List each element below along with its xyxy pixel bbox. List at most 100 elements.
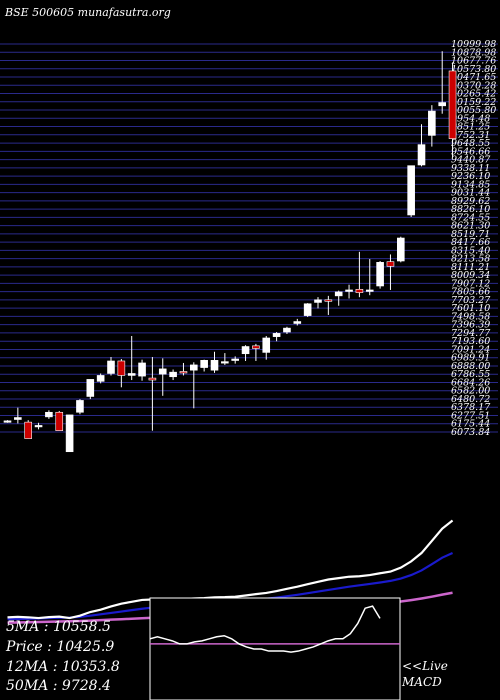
price-tick-label: 8826.10 [451, 204, 490, 215]
candle-up [272, 333, 281, 337]
legend-ma5: 5MA : 10558.5 [6, 619, 111, 635]
price-tick-label: 7601.10 [451, 303, 490, 314]
price-tick-label: 6073.84 [451, 427, 490, 438]
price-tick-label: 10573.80 [451, 64, 496, 75]
candle-up [127, 373, 136, 376]
candle-up [3, 420, 12, 423]
candle-up [200, 360, 208, 368]
candle-up [76, 400, 84, 413]
price-tick-label: 9338.11 [451, 163, 490, 174]
candle-up [45, 411, 53, 418]
candle-up [34, 425, 43, 428]
live-label: <<Live [402, 659, 448, 673]
candle-up [283, 327, 291, 333]
price-tick-label: 10999.98 [451, 39, 496, 50]
price-tick-label: 7703.27 [451, 295, 491, 306]
price-tick-label: 6582.00 [451, 386, 490, 397]
price-tick-label: 9546.66 [451, 146, 490, 157]
candle-up [407, 165, 415, 216]
macd-line [149, 605, 381, 653]
candle-up [210, 360, 219, 371]
price-tick-label: 6786.55 [451, 369, 490, 380]
price-tick-label: 6480.72 [451, 394, 490, 405]
candle-down [148, 377, 157, 381]
price-tick-label: 10471.65 [451, 72, 496, 83]
candle-up [86, 379, 95, 397]
price-tick-label: 6378.17 [451, 402, 491, 413]
price-tick-label: 8009.34 [451, 270, 490, 281]
price-tick-label: 9134.85 [451, 179, 490, 190]
watermark: BSE 500605 munafasutra.org [4, 6, 171, 19]
candle-up [14, 417, 22, 420]
candle-up [262, 337, 271, 353]
candle-up [376, 262, 384, 287]
price-tick-label: 7091.24 [451, 344, 490, 355]
candle-down [252, 345, 260, 349]
price-grid [0, 43, 498, 433]
candle-up [158, 368, 167, 375]
price-tick-label: 9954.48 [451, 113, 490, 124]
price-tick-label: 7498.58 [451, 311, 490, 322]
price-tick-label: 8929.62 [451, 196, 490, 207]
price-tick-label: 10159.22 [451, 97, 496, 108]
price-tick-label: 7193.60 [451, 336, 490, 347]
price-tick-label: 6277.51 [451, 410, 490, 421]
price-tick-label: 9031.44 [451, 188, 490, 199]
macd-box [149, 597, 401, 700]
price-tick-label: 10370.28 [451, 80, 496, 91]
price-tick-label: 8213.58 [451, 254, 490, 265]
candles [3, 51, 457, 453]
price-axis: 10999.9810878.9810677.7610573.8010471.65… [451, 39, 496, 438]
price-tick-label: 8111.21 [451, 262, 490, 273]
candle-down [355, 288, 364, 293]
price-tick-label: 7294.77 [451, 328, 491, 339]
price-tick-label: 6175.44 [451, 419, 490, 430]
candle-up [396, 237, 405, 262]
candle-down [179, 371, 188, 374]
price-tick-label: 10878.98 [451, 47, 496, 58]
candle-up [65, 414, 74, 453]
candle-up [231, 358, 239, 361]
price-tick-label: 9440.87 [451, 155, 491, 166]
price-tick-label: 8724.55 [451, 212, 490, 223]
candle-up [303, 303, 312, 316]
candle-down [117, 360, 126, 376]
legend-ma50: 50MA : 9728.4 [6, 678, 111, 694]
price-tick-label: 8519.71 [451, 229, 490, 240]
price-tick-label: 8621.30 [451, 221, 490, 232]
candle-up [417, 144, 426, 166]
price-tick-label: 6989.91 [451, 353, 490, 364]
candle-up [438, 102, 447, 107]
candle-up [107, 360, 115, 374]
ma5-line [7, 519, 454, 620]
price-tick-label: 10677.76 [451, 56, 496, 67]
price-tick-label: 9648.55 [451, 138, 490, 149]
candle-up [293, 321, 302, 324]
price-tick-label: 6888.00 [451, 361, 490, 372]
price-tick-label: 6684.26 [451, 377, 490, 388]
legend-ma12: 12MA : 10353.8 [6, 659, 120, 675]
price-tick-label: 7396.39 [451, 320, 490, 331]
candle-up [241, 346, 250, 355]
price-tick-label: 7805.66 [451, 287, 490, 298]
candle-up [365, 289, 374, 292]
candle-up [96, 375, 105, 382]
candle-up [190, 364, 198, 371]
candle-up [314, 299, 322, 303]
macd-panel [149, 597, 401, 700]
candle-up [428, 110, 436, 136]
candle-down [24, 421, 33, 439]
price-tick-label: 7907.12 [451, 278, 490, 289]
candle-up [345, 289, 353, 292]
price-tick-label: 9851.25 [451, 122, 490, 133]
candle-up [169, 371, 177, 378]
price-tick-label: 9752.31 [451, 130, 490, 141]
candle-up [221, 361, 229, 364]
price-tick-label: 9236.10 [451, 171, 490, 182]
price-tick-label: 10055.80 [451, 105, 496, 116]
price-tick-label: 8417.66 [451, 237, 490, 248]
candle-up [334, 291, 343, 297]
candle-up [138, 362, 146, 377]
candle-down [324, 299, 333, 302]
